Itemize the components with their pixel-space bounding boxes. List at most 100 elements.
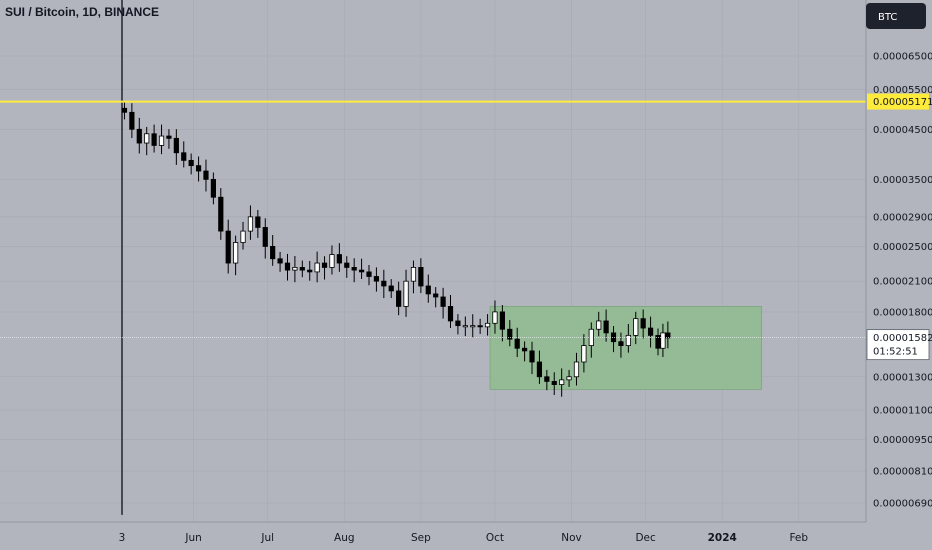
candle-body bbox=[173, 137, 179, 154]
candle-body bbox=[529, 350, 535, 363]
current-price-tag: 0.00001582 01:52:51 bbox=[866, 329, 932, 361]
candle-body bbox=[566, 376, 572, 381]
candle-body bbox=[418, 267, 424, 287]
candle-body bbox=[381, 280, 387, 287]
candle-body bbox=[336, 254, 342, 264]
y-tick-label: 0.00006500 bbox=[873, 52, 932, 63]
candle-body bbox=[344, 262, 350, 268]
currency-button-bg[interactable] bbox=[866, 3, 926, 29]
candle-body bbox=[270, 246, 276, 260]
candle-body bbox=[166, 135, 172, 139]
y-tick-label: 0.00003500 bbox=[873, 175, 932, 186]
candle-body bbox=[655, 334, 661, 349]
y-tick-label: 0.00004500 bbox=[873, 125, 932, 136]
y-tick-label: 0.00002100 bbox=[873, 277, 932, 288]
y-tick-label: 0.00000950 bbox=[873, 435, 932, 446]
candle-body bbox=[218, 196, 224, 232]
candle-body bbox=[403, 280, 409, 307]
y-tick-label: 0.00005500 bbox=[873, 85, 932, 96]
candle-body bbox=[433, 293, 439, 298]
candle-body bbox=[484, 322, 491, 328]
candle-body bbox=[158, 135, 165, 146]
candle-body bbox=[240, 230, 246, 243]
candle-body bbox=[470, 325, 476, 328]
chart-title: SUI / Bitcoin, 1D, BINANCE bbox=[5, 5, 159, 19]
candle-body bbox=[544, 376, 550, 382]
candle-body bbox=[225, 230, 231, 264]
candle-body bbox=[136, 128, 142, 144]
horizontal-line-tag-label: 0.00005171 bbox=[873, 97, 932, 108]
candle-body bbox=[151, 133, 157, 146]
x-tick-label: 2024 bbox=[708, 532, 737, 544]
candle-body bbox=[314, 262, 320, 273]
candle-body bbox=[462, 325, 468, 328]
candle-body bbox=[292, 267, 298, 271]
candle-body bbox=[507, 328, 513, 340]
candle-body bbox=[203, 170, 209, 180]
current-price-tag-bg bbox=[866, 329, 930, 361]
candle-body bbox=[610, 332, 617, 343]
candle-body bbox=[596, 320, 602, 330]
candle-body bbox=[559, 379, 565, 385]
candle-body bbox=[551, 381, 557, 385]
candle-body bbox=[665, 332, 671, 339]
candle-body bbox=[388, 285, 394, 292]
candle-body bbox=[277, 258, 283, 264]
x-tick-label: Sep bbox=[411, 532, 431, 544]
candle-body bbox=[329, 254, 335, 268]
candle-body bbox=[284, 262, 291, 271]
candle-body bbox=[618, 341, 624, 346]
x-tick-label: Feb bbox=[789, 532, 808, 544]
candle-body bbox=[233, 242, 239, 264]
x-tick-label: Aug bbox=[334, 532, 355, 544]
currency-button-label[interactable]: BTC bbox=[878, 12, 897, 23]
candle-body bbox=[255, 216, 261, 228]
candle-body bbox=[181, 152, 187, 161]
candle-body bbox=[660, 332, 666, 349]
candle-body bbox=[588, 328, 594, 346]
bar-countdown: 01:52:51 bbox=[873, 347, 918, 358]
candle-body bbox=[499, 311, 505, 330]
candle-body bbox=[144, 133, 150, 144]
currency-button[interactable]: BTC bbox=[866, 3, 926, 29]
candle-body bbox=[455, 320, 461, 327]
x-tick-label: Nov bbox=[561, 532, 582, 544]
current-price-label: 0.00001582 bbox=[873, 333, 932, 344]
candles-layer bbox=[121, 101, 671, 397]
y-tick-label: 0.00001800 bbox=[873, 307, 932, 318]
candle-body bbox=[640, 318, 646, 329]
candle-body bbox=[262, 227, 268, 247]
y-axis[interactable]: 0.00006500 0.00005500 0.00004500 0.00003500… bbox=[873, 52, 932, 510]
y-tick-label: 0.00001300 bbox=[873, 372, 932, 383]
x-tick-label: Dec bbox=[635, 532, 656, 544]
candle-body bbox=[121, 107, 128, 113]
candle-body bbox=[410, 267, 417, 282]
candle-body bbox=[358, 269, 365, 273]
candle-body bbox=[603, 320, 609, 334]
range-box[interactable] bbox=[489, 306, 763, 390]
candle-body bbox=[247, 216, 254, 232]
candle-body bbox=[625, 334, 631, 346]
candle-body bbox=[351, 267, 357, 271]
candle-body bbox=[514, 338, 520, 349]
candle-body bbox=[129, 111, 135, 130]
candle-body bbox=[492, 311, 498, 324]
candle-body bbox=[647, 327, 654, 336]
candle-body bbox=[425, 285, 431, 295]
candle-body bbox=[373, 276, 380, 282]
horizontal-line-tag-bg bbox=[867, 93, 929, 110]
candle-body bbox=[188, 159, 194, 167]
candle-body bbox=[633, 318, 639, 336]
candle-body bbox=[522, 347, 528, 352]
candle-body bbox=[581, 345, 587, 363]
x-axis[interactable]: 3 Jun Jul Aug Sep Oct Nov Dec 2024 Feb bbox=[119, 532, 809, 544]
x-tick-label: Jul bbox=[260, 532, 274, 544]
x-tick-label: 3 bbox=[119, 532, 126, 544]
y-tick-label: 0.00000810 bbox=[873, 467, 932, 478]
horizontal-line-price-tag: 0.00005171 bbox=[867, 93, 932, 110]
candle-body bbox=[321, 262, 328, 268]
y-tick-label: 0.00001100 bbox=[873, 406, 932, 417]
x-tick-label: Jun bbox=[184, 532, 201, 544]
